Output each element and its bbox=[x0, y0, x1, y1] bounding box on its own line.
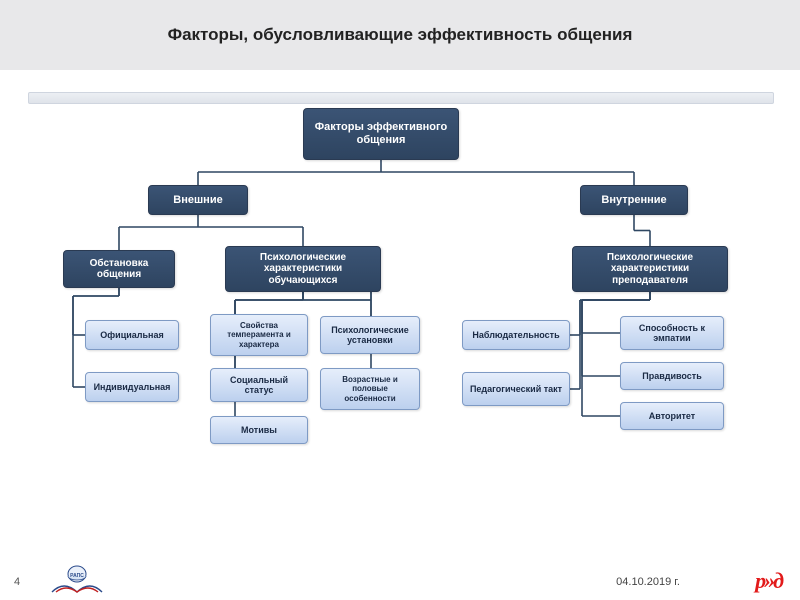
node-obst: Обстановка общения bbox=[63, 250, 175, 288]
node-ext: Внешние bbox=[148, 185, 248, 215]
node-pust: Психологические установки bbox=[320, 316, 420, 354]
node-ofic: Официальная bbox=[85, 320, 179, 350]
title-bar: Факторы, обусловливающие эффективность о… bbox=[0, 0, 800, 70]
svg-text:РАПС: РАПС bbox=[70, 573, 84, 579]
slide-date: 04.10.2019 г. bbox=[616, 576, 680, 588]
node-avt: Авторитет bbox=[620, 402, 724, 430]
node-svoy: Свойства темперамента и характера bbox=[210, 314, 308, 356]
page-number: 4 bbox=[14, 576, 20, 588]
node-vozr: Возрастные и половые особенности bbox=[320, 368, 420, 410]
connector-lines bbox=[0, 0, 800, 600]
node-ptakt: Педагогический такт bbox=[462, 372, 570, 406]
node-mot: Мотивы bbox=[210, 416, 308, 444]
academy-logo: РАПС bbox=[50, 562, 104, 594]
node-prav: Правдивость bbox=[620, 362, 724, 390]
node-pchar: Психологические характеристики обучающих… bbox=[225, 246, 381, 292]
node-emp: Способность к эмпатии bbox=[620, 316, 724, 350]
node-soc: Социальный статус bbox=[210, 368, 308, 402]
node-pprep: Психологические характеристики преподава… bbox=[572, 246, 728, 292]
decorative-bar bbox=[28, 92, 774, 104]
slide-title: Факторы, обусловливающие эффективность о… bbox=[168, 25, 633, 45]
node-nabl: Наблюдательность bbox=[462, 320, 570, 350]
node-indiv: Индивидуальная bbox=[85, 372, 179, 402]
node-root: Факторы эффективного общения bbox=[303, 108, 459, 160]
node-int: Внутренние bbox=[580, 185, 688, 215]
footer: 4 РАПС 04.10.2019 г. p»д bbox=[0, 562, 800, 600]
rzd-logo: p»д bbox=[755, 568, 782, 594]
